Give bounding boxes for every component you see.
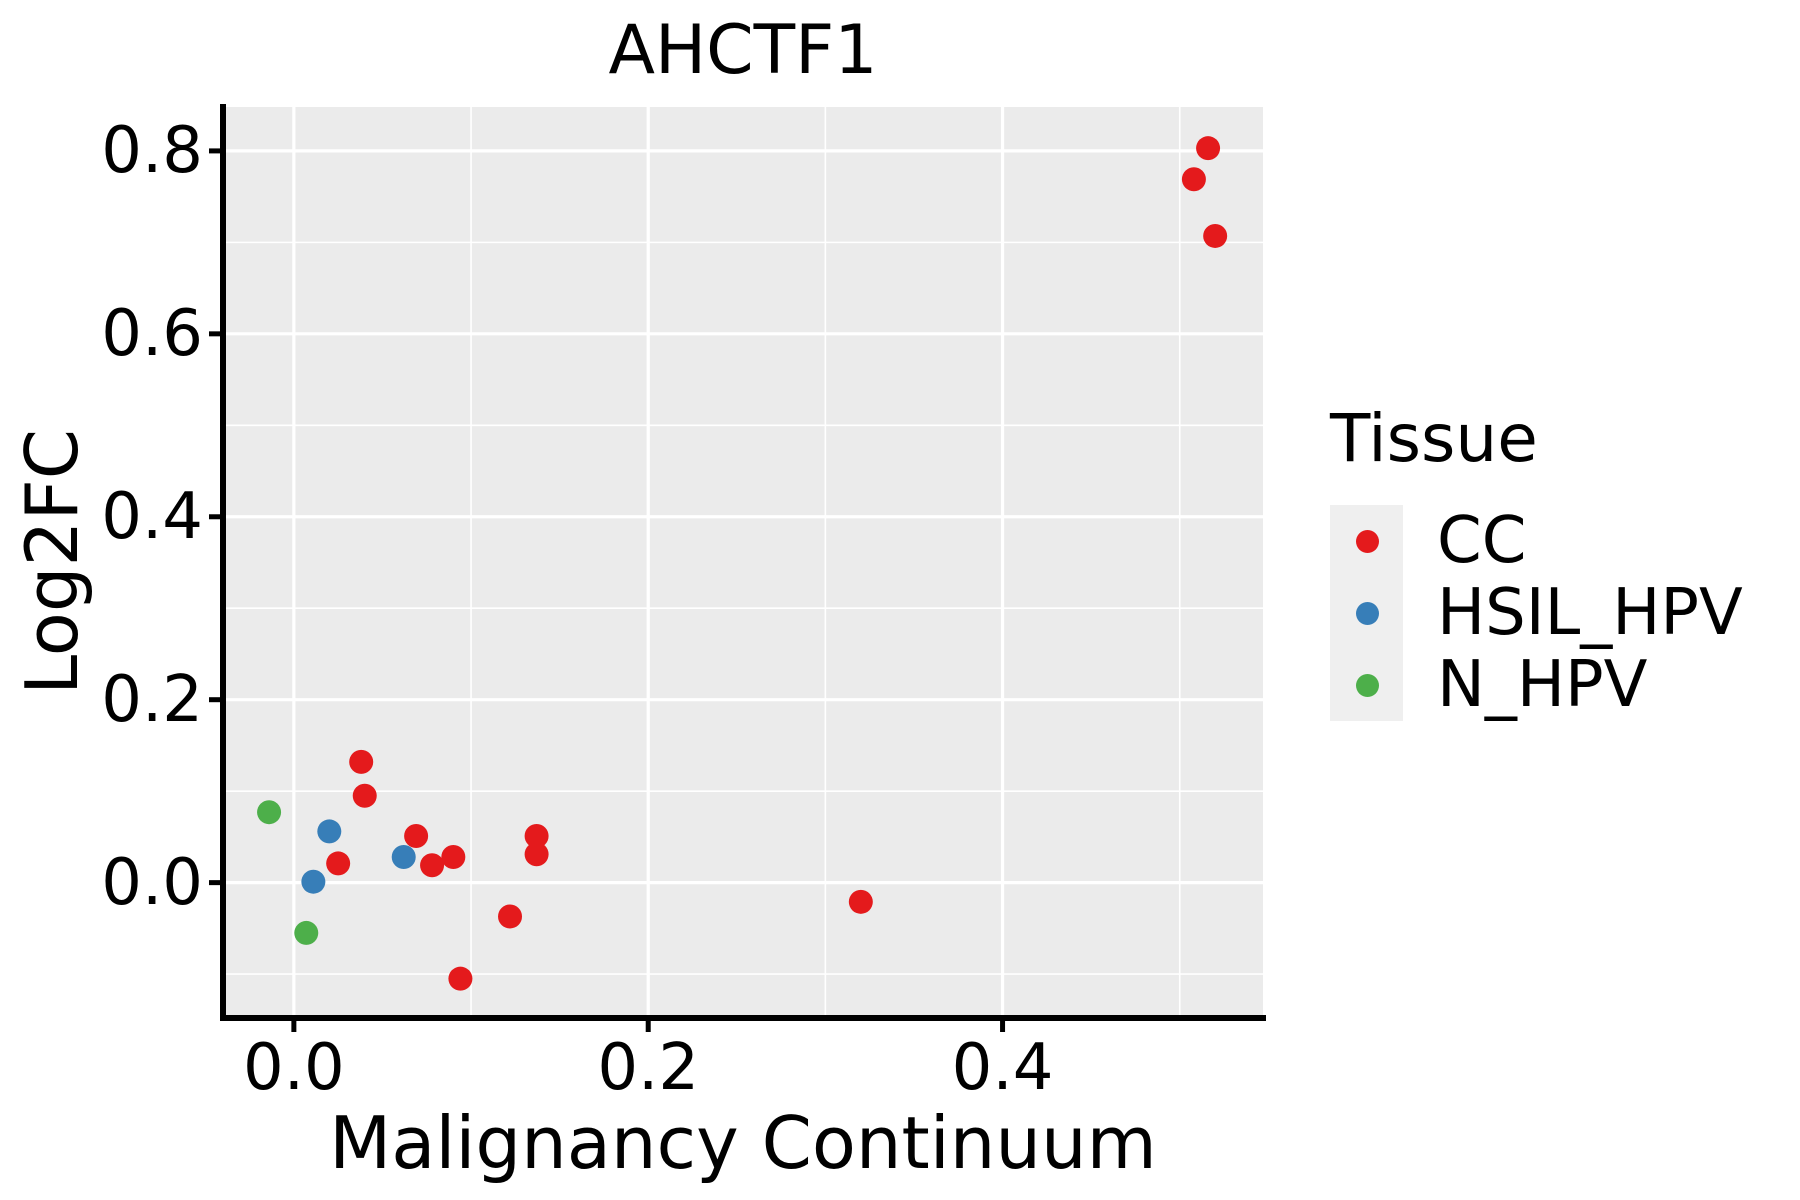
- data-point-CC: [420, 853, 445, 878]
- legend-key: [1330, 577, 1403, 649]
- x-tick-label: 0.0: [242, 1031, 345, 1105]
- data-point-CC: [326, 851, 351, 876]
- data-point-HSIL_HPV: [301, 869, 326, 894]
- data-point-CC: [1203, 223, 1228, 248]
- x-tick-label: 0.2: [597, 1031, 700, 1105]
- x-axis-label: Malignancy Continuum: [329, 1101, 1157, 1185]
- legend-item-HSIL_HPV: HSIL_HPV: [1330, 577, 1800, 649]
- data-point-CC: [349, 749, 374, 774]
- y-tick-label: 0.8: [101, 113, 203, 188]
- data-point-CC: [448, 966, 473, 991]
- y-axis-label: Log2FC: [10, 428, 94, 696]
- y-tick-label: 0.4: [101, 479, 203, 554]
- data-point-N_HPV: [257, 800, 282, 825]
- legend-item-N_HPV: N_HPV: [1330, 649, 1800, 721]
- legend-item-label: HSIL_HPV: [1437, 576, 1743, 650]
- data-point-HSIL_HPV: [317, 819, 342, 844]
- legend-item-label: CC: [1437, 504, 1527, 578]
- data-point-CC: [524, 842, 549, 867]
- y-tick-label: 0.2: [101, 662, 203, 737]
- data-point-CC: [524, 823, 549, 848]
- x-tick-label: 0.4: [951, 1031, 1054, 1105]
- data-point-CC: [498, 904, 523, 929]
- legend-swatch-dot: [1355, 529, 1379, 553]
- data-point-CC: [441, 845, 466, 870]
- legend-swatch-dot: [1355, 673, 1379, 697]
- legend-item-CC: CC: [1330, 505, 1800, 577]
- legend-item-label: N_HPV: [1437, 648, 1648, 722]
- data-point-CC: [1181, 167, 1206, 192]
- data-point-CC: [404, 823, 429, 848]
- legend-key: [1330, 505, 1403, 577]
- y-tick-label: 0.0: [101, 845, 203, 920]
- legend-swatch-dot: [1355, 601, 1379, 625]
- y-tick-label: 0.6: [101, 296, 203, 371]
- legend-key: [1330, 649, 1403, 721]
- data-point-N_HPV: [294, 920, 319, 945]
- data-point-CC: [848, 889, 873, 914]
- data-point-HSIL_HPV: [391, 845, 416, 870]
- data-point-CC: [1196, 136, 1221, 161]
- data-point-CC: [352, 783, 377, 808]
- plot-title: AHCTF1: [608, 11, 878, 90]
- legend-title: Tissue: [1330, 400, 1538, 477]
